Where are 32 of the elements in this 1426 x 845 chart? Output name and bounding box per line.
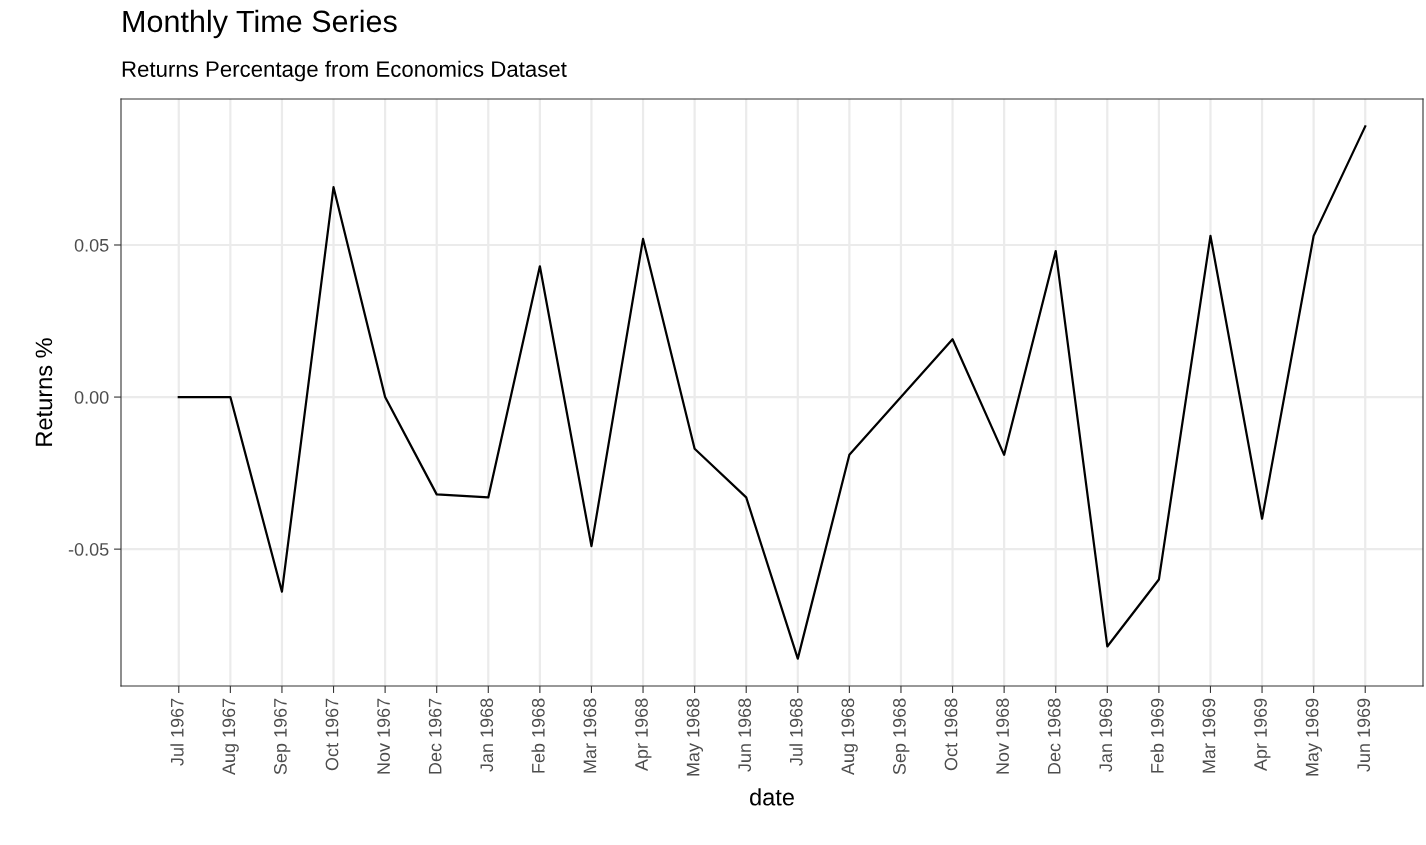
- x-tick-label: Sep 1968: [893, 698, 910, 775]
- x-tick-label: Oct 1968: [944, 698, 958, 771]
- x-tick-label: Nov 1968: [996, 698, 1009, 774]
- x-tick-label: Jun 1968: [738, 698, 752, 772]
- x-tick-label: Jan 1969: [1099, 698, 1113, 772]
- x-tick-label: Dec 1967: [428, 698, 442, 774]
- x-tick-label: Mar 1969: [1202, 698, 1216, 773]
- x-tick-label: May 1969: [1305, 698, 1323, 776]
- x-tick-label: Aug 1968: [841, 698, 858, 776]
- x-tick-label: Jun 1969: [1357, 698, 1371, 772]
- x-tick-label: Nov 1967: [377, 698, 390, 774]
- x-tick-label: Dec 1968: [1047, 698, 1061, 774]
- x-tick-label: Apr 1969: [1254, 698, 1271, 772]
- x-tick-label: Aug 1967: [222, 698, 239, 776]
- chart-title: Monthly Time Series: [123, 9, 397, 39]
- x-axis-title: date: [750, 788, 794, 806]
- x-tick-label: May 1968: [686, 698, 704, 776]
- x-tick-label: Apr 1968: [635, 698, 652, 772]
- y-axis-title: Returns %: [35, 338, 53, 446]
- x-tick-label: Feb 1968: [531, 698, 545, 773]
- x-tick-label: Mar 1968: [583, 698, 597, 773]
- x-tick-label: Jul 1968: [789, 698, 803, 766]
- x-tick-label: Sep 1967: [274, 698, 291, 775]
- y-tick-label: 0.05: [74, 238, 109, 252]
- y-tick-label: 0.00: [74, 391, 109, 404]
- x-tick-label: Jan 1968: [480, 698, 494, 772]
- x-tick-label: Feb 1969: [1150, 698, 1164, 773]
- line-series: [177, 125, 1367, 660]
- x-tick-label: Jul 1967: [170, 698, 184, 766]
- y-tick-label: -0.05: [68, 543, 109, 556]
- chart-subtitle: Returns Percentage from Economics Dataset: [122, 60, 567, 82]
- x-tick-label: Oct 1967: [325, 698, 339, 771]
